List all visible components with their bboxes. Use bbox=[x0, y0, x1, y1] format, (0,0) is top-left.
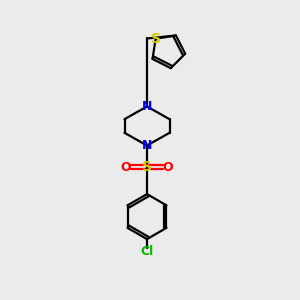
Text: O: O bbox=[163, 160, 173, 174]
Text: N: N bbox=[142, 139, 152, 152]
Text: N: N bbox=[142, 100, 152, 113]
Text: Cl: Cl bbox=[140, 245, 154, 258]
Text: O: O bbox=[121, 160, 131, 174]
Text: S: S bbox=[151, 32, 161, 46]
Text: S: S bbox=[142, 160, 152, 174]
